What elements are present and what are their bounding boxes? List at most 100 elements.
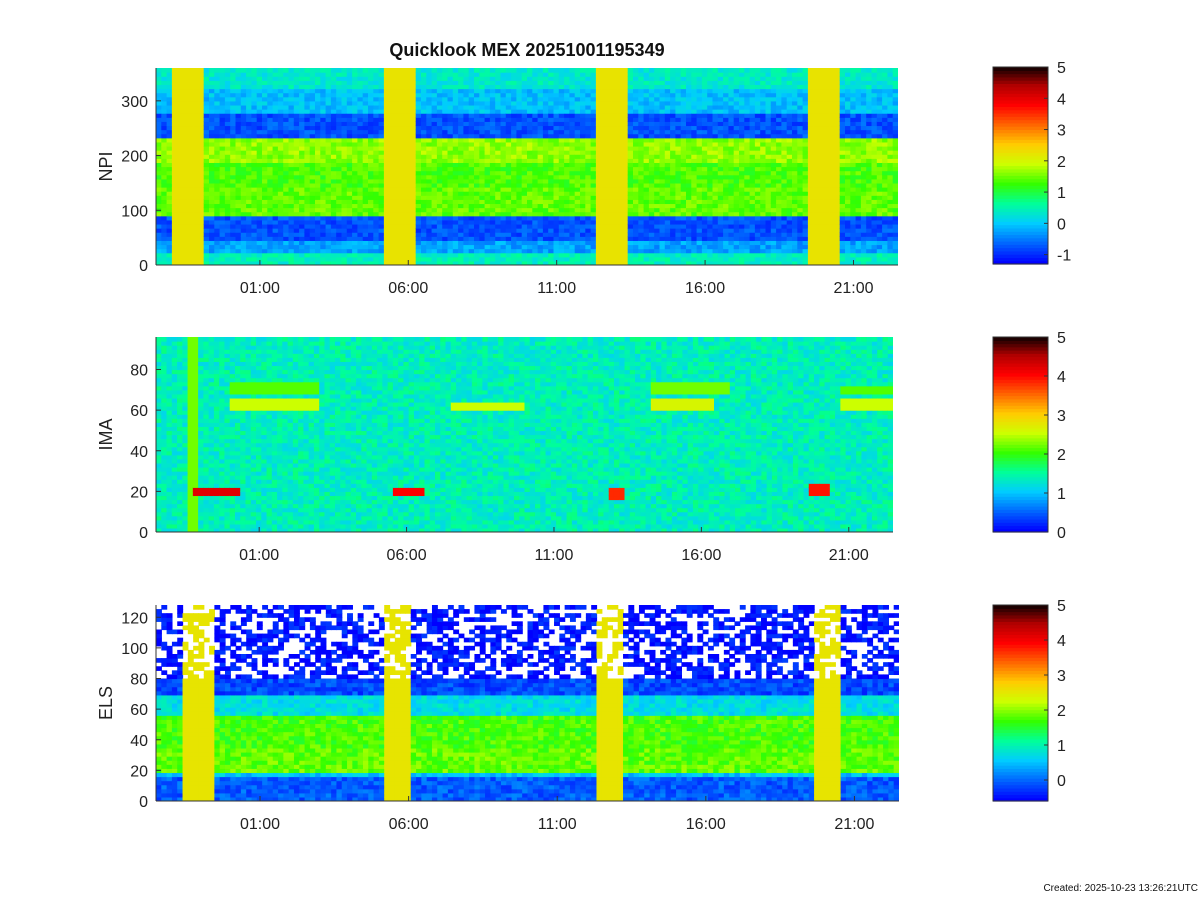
heatmap-cell (436, 203, 443, 209)
heatmap-cell (325, 228, 332, 233)
heatmap-cell (696, 207, 703, 213)
heatmap-cell (293, 228, 300, 233)
heatmap-cell (580, 215, 586, 221)
heatmap-cell (251, 244, 258, 250)
heatmap-cell (182, 252, 189, 258)
heatmap-cell (595, 84, 602, 90)
heatmap-cell (240, 252, 247, 258)
heatmap-cell (452, 96, 459, 102)
heatmap-cell (230, 228, 237, 233)
heatmap-cell (537, 129, 544, 135)
heatmap-cell (489, 178, 496, 184)
heatmap-cell (564, 248, 570, 254)
heatmap-cell (548, 76, 555, 81)
heatmap-cell (240, 211, 247, 217)
heatmap-cell (633, 236, 639, 241)
heatmap-cell (495, 72, 502, 77)
heatmap-cell (230, 88, 237, 94)
heatmap-cell (643, 219, 650, 225)
heatmap-cell (601, 104, 608, 110)
heatmap-cell (198, 133, 205, 139)
heatmap-cell (230, 109, 237, 114)
heatmap-cell (383, 223, 390, 229)
heatmap-cell (479, 232, 486, 237)
heatmap-cell (542, 256, 549, 262)
heatmap-cell (399, 174, 406, 180)
heatmap-cell (405, 256, 411, 262)
heatmap-cell (431, 145, 438, 151)
heatmap-cell (701, 219, 708, 225)
heatmap-cell (373, 109, 380, 114)
heatmap-cell (315, 248, 321, 254)
heatmap-cell (293, 178, 300, 184)
heatmap-cell (267, 109, 274, 114)
heatmap-cell (203, 125, 210, 131)
heatmap-cell (283, 170, 290, 176)
heatmap-cell (330, 248, 337, 254)
heatmap-cell (171, 240, 178, 246)
heatmap-cell (447, 203, 454, 209)
heatmap-cell (410, 129, 417, 135)
heatmap-cell (399, 121, 406, 127)
heatmap-cell (436, 207, 443, 213)
heatmap-cell (410, 203, 417, 209)
heatmap-cell (447, 182, 454, 188)
heatmap-cell (691, 178, 698, 184)
heatmap-cell (680, 88, 687, 94)
heatmap-cell (277, 256, 284, 262)
heatmap-cell (495, 117, 502, 122)
heatmap-cell (622, 154, 629, 159)
heatmap-cell (574, 113, 581, 118)
heatmap-cell (325, 256, 332, 262)
heatmap-cell (569, 195, 576, 200)
heatmap-cell (638, 248, 645, 254)
heatmap-cell (193, 174, 199, 180)
heatmap-cell (537, 170, 544, 176)
heatmap-cell (209, 80, 215, 86)
heatmap-cell (495, 92, 502, 98)
heatmap-cell (182, 207, 189, 213)
heatmap-cell (558, 240, 565, 246)
heatmap-cell (463, 215, 470, 221)
heatmap-cell (479, 187, 486, 192)
heatmap-cell (272, 170, 279, 176)
heatmap-cell (707, 252, 714, 258)
heatmap-cell (442, 129, 449, 135)
heatmap-cell (670, 203, 676, 209)
heatmap-cell (187, 92, 194, 98)
heatmap-cell (240, 125, 247, 131)
heatmap-cell (675, 166, 682, 172)
heatmap-cell (288, 223, 295, 229)
heatmap-cell (542, 154, 549, 159)
heatmap-cell (537, 109, 544, 114)
heatmap-cell (283, 125, 290, 131)
heatmap-cell (415, 76, 422, 81)
heatmap-cell (648, 260, 655, 265)
heatmap-cell (611, 187, 618, 192)
heatmap-cell (309, 256, 316, 262)
heatmap-cell (224, 170, 231, 176)
heatmap-cell (590, 162, 597, 168)
heatmap-cell (394, 109, 401, 114)
heatmap-cell (288, 104, 295, 110)
heatmap-cell (368, 211, 374, 217)
heatmap-cell (315, 88, 321, 94)
heatmap-cell (590, 228, 597, 233)
heatmap-cell (240, 195, 247, 200)
heatmap-cell (325, 178, 332, 184)
heatmap-cell (580, 154, 586, 159)
heatmap-cell (336, 162, 343, 168)
heatmap-cell (574, 158, 581, 163)
heatmap-cell (410, 248, 417, 254)
heatmap-cell (357, 133, 364, 139)
heatmap-cell (272, 211, 279, 217)
heatmap-cell (209, 129, 215, 135)
heatmap-cell (320, 117, 327, 122)
heatmap-cell (633, 109, 639, 114)
heatmap-cell (436, 162, 443, 168)
heatmap-cell (495, 203, 502, 209)
heatmap-cell (246, 223, 252, 229)
heatmap-cell (638, 80, 645, 86)
heatmap-cell (659, 240, 666, 246)
heatmap-cell (633, 76, 639, 81)
